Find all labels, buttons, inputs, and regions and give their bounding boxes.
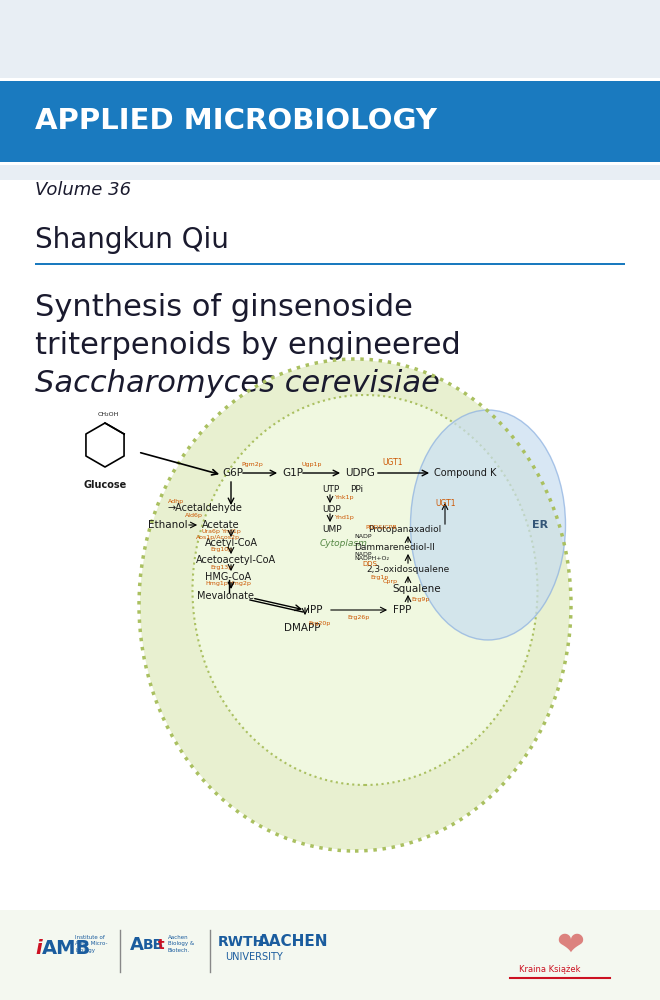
Text: Erg13p: Erg13p bbox=[210, 564, 232, 570]
Text: 2,3-oxidosqualene: 2,3-oxidosqualene bbox=[366, 566, 449, 574]
Text: NADP: NADP bbox=[354, 552, 372, 558]
Text: Acetyl-CoA: Acetyl-CoA bbox=[205, 538, 258, 548]
Text: Ethanol: Ethanol bbox=[148, 520, 187, 530]
Text: AMB: AMB bbox=[42, 938, 91, 958]
Text: ❤: ❤ bbox=[556, 928, 584, 962]
Text: UNIVERSITY: UNIVERSITY bbox=[225, 952, 282, 962]
Text: Ald6p: Ald6p bbox=[185, 512, 203, 518]
Bar bbox=[0, 80, 660, 162]
Text: Saccharomyces cerevisiae: Saccharomyces cerevisiae bbox=[35, 368, 440, 397]
Text: triterpenoids by engineered: triterpenoids by engineered bbox=[35, 330, 461, 360]
Text: Mevalonate: Mevalonate bbox=[197, 591, 254, 601]
Text: Volume 36: Volume 36 bbox=[35, 181, 131, 199]
Text: Ugp1p: Ugp1p bbox=[302, 462, 322, 467]
Text: BB: BB bbox=[143, 938, 164, 952]
Text: HMG-CoA: HMG-CoA bbox=[205, 572, 251, 582]
Text: Ynk1p: Ynk1p bbox=[335, 495, 354, 500]
Text: UMP: UMP bbox=[322, 524, 342, 534]
Ellipse shape bbox=[140, 360, 570, 850]
Text: NADPH+O₂: NADPH+O₂ bbox=[354, 556, 389, 562]
Text: Erg10p: Erg10p bbox=[210, 548, 232, 552]
Text: Dammarenediol-II: Dammarenediol-II bbox=[354, 544, 435, 552]
Text: UTP: UTP bbox=[322, 486, 339, 494]
Text: FPP: FPP bbox=[393, 605, 411, 615]
Text: IPP: IPP bbox=[307, 605, 323, 615]
Bar bbox=[35, 263, 625, 265]
Text: →Acetaldehyde: →Acetaldehyde bbox=[168, 503, 243, 513]
Text: Ynd1p: Ynd1p bbox=[222, 530, 242, 534]
Text: Squalene: Squalene bbox=[392, 584, 441, 594]
Text: Ynd1p: Ynd1p bbox=[335, 516, 355, 520]
Text: NADP: NADP bbox=[354, 534, 372, 540]
Bar bbox=[0, 0, 660, 180]
Ellipse shape bbox=[193, 395, 537, 785]
Text: Cytoplasm: Cytoplasm bbox=[320, 540, 368, 548]
Text: PPi: PPi bbox=[350, 486, 363, 494]
Text: Hmg2p: Hmg2p bbox=[228, 582, 251, 586]
Text: ER: ER bbox=[532, 520, 548, 530]
Bar bbox=[0, 78, 660, 81]
Text: AACHEN: AACHEN bbox=[258, 934, 329, 950]
Text: Compound K: Compound K bbox=[434, 468, 496, 478]
Text: Pgm2p: Pgm2p bbox=[241, 462, 263, 467]
Text: Erg20p: Erg20p bbox=[308, 621, 330, 626]
Text: Acetoacetyl-CoA: Acetoacetyl-CoA bbox=[196, 555, 276, 565]
Text: RWTH: RWTH bbox=[218, 935, 265, 949]
Ellipse shape bbox=[411, 410, 566, 640]
Text: Shangkun Qiu: Shangkun Qiu bbox=[35, 226, 229, 254]
Text: Erg9p: Erg9p bbox=[411, 597, 430, 602]
Text: UGT1: UGT1 bbox=[435, 498, 455, 508]
Text: Glucose: Glucose bbox=[83, 480, 127, 490]
Text: Institute of
Appl. Micro-
biology: Institute of Appl. Micro- biology bbox=[75, 935, 108, 953]
Text: A: A bbox=[130, 936, 144, 954]
Text: PDDS/CPB: PDDS/CPB bbox=[365, 524, 397, 530]
Polygon shape bbox=[86, 423, 124, 467]
Text: DMAPP: DMAPP bbox=[284, 623, 320, 633]
Text: Erg26p: Erg26p bbox=[347, 615, 369, 620]
Text: G6P: G6P bbox=[222, 468, 243, 478]
Text: UDP: UDP bbox=[322, 506, 341, 514]
Text: UDPG: UDPG bbox=[345, 468, 375, 478]
Bar bbox=[0, 162, 660, 165]
Bar bbox=[0, 910, 660, 1000]
Text: Acetate: Acetate bbox=[202, 520, 240, 530]
Text: Protopanaxadiol: Protopanaxadiol bbox=[368, 526, 442, 534]
Bar bbox=[0, 180, 660, 1000]
Text: CH₂OH: CH₂OH bbox=[97, 412, 119, 417]
Text: Erg1p: Erg1p bbox=[370, 576, 388, 580]
Text: i: i bbox=[35, 938, 42, 958]
Text: Aos1p/Acos2p: Aos1p/Acos2p bbox=[196, 536, 240, 540]
Text: Hmg1p: Hmg1p bbox=[205, 582, 228, 586]
Text: DDS: DDS bbox=[362, 561, 377, 567]
Text: Cprp: Cprp bbox=[383, 580, 398, 584]
Text: Synthesis of ginsenoside: Synthesis of ginsenoside bbox=[35, 292, 413, 322]
Text: G1P: G1P bbox=[282, 468, 303, 478]
Text: Ura6p: Ura6p bbox=[202, 530, 221, 534]
Text: APPLIED MICROBIOLOGY: APPLIED MICROBIOLOGY bbox=[35, 107, 437, 135]
Text: Aachen
Biology &
Biotech.: Aachen Biology & Biotech. bbox=[168, 935, 194, 953]
Text: Adhp: Adhp bbox=[168, 498, 184, 504]
Text: UGT1: UGT1 bbox=[383, 458, 403, 467]
Text: Kraina Książek: Kraina Książek bbox=[519, 966, 581, 974]
Text: t: t bbox=[158, 938, 164, 952]
